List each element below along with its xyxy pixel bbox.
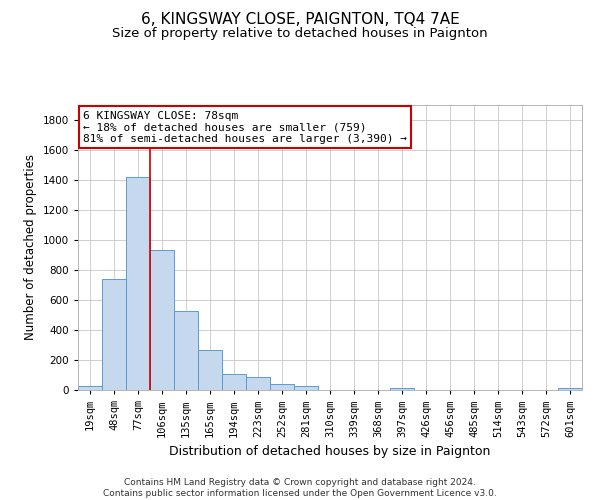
Bar — [102, 279, 126, 390]
Y-axis label: Number of detached properties: Number of detached properties — [24, 154, 37, 340]
Bar — [222, 374, 246, 390]
Bar — [150, 250, 174, 390]
Bar — [78, 386, 102, 390]
Text: 6, KINGSWAY CLOSE, PAIGNTON, TQ4 7AE: 6, KINGSWAY CLOSE, PAIGNTON, TQ4 7AE — [140, 12, 460, 28]
Bar — [246, 376, 270, 390]
Bar — [390, 388, 414, 390]
Bar — [174, 310, 198, 390]
Bar — [270, 384, 294, 390]
Text: Size of property relative to detached houses in Paignton: Size of property relative to detached ho… — [112, 28, 488, 40]
Bar — [558, 388, 582, 390]
Text: Contains HM Land Registry data © Crown copyright and database right 2024.
Contai: Contains HM Land Registry data © Crown c… — [103, 478, 497, 498]
Text: 6 KINGSWAY CLOSE: 78sqm
← 18% of detached houses are smaller (759)
81% of semi-d: 6 KINGSWAY CLOSE: 78sqm ← 18% of detache… — [83, 110, 407, 144]
Bar — [198, 350, 222, 390]
Bar — [126, 177, 150, 390]
Bar — [294, 386, 318, 390]
X-axis label: Distribution of detached houses by size in Paignton: Distribution of detached houses by size … — [169, 445, 491, 458]
